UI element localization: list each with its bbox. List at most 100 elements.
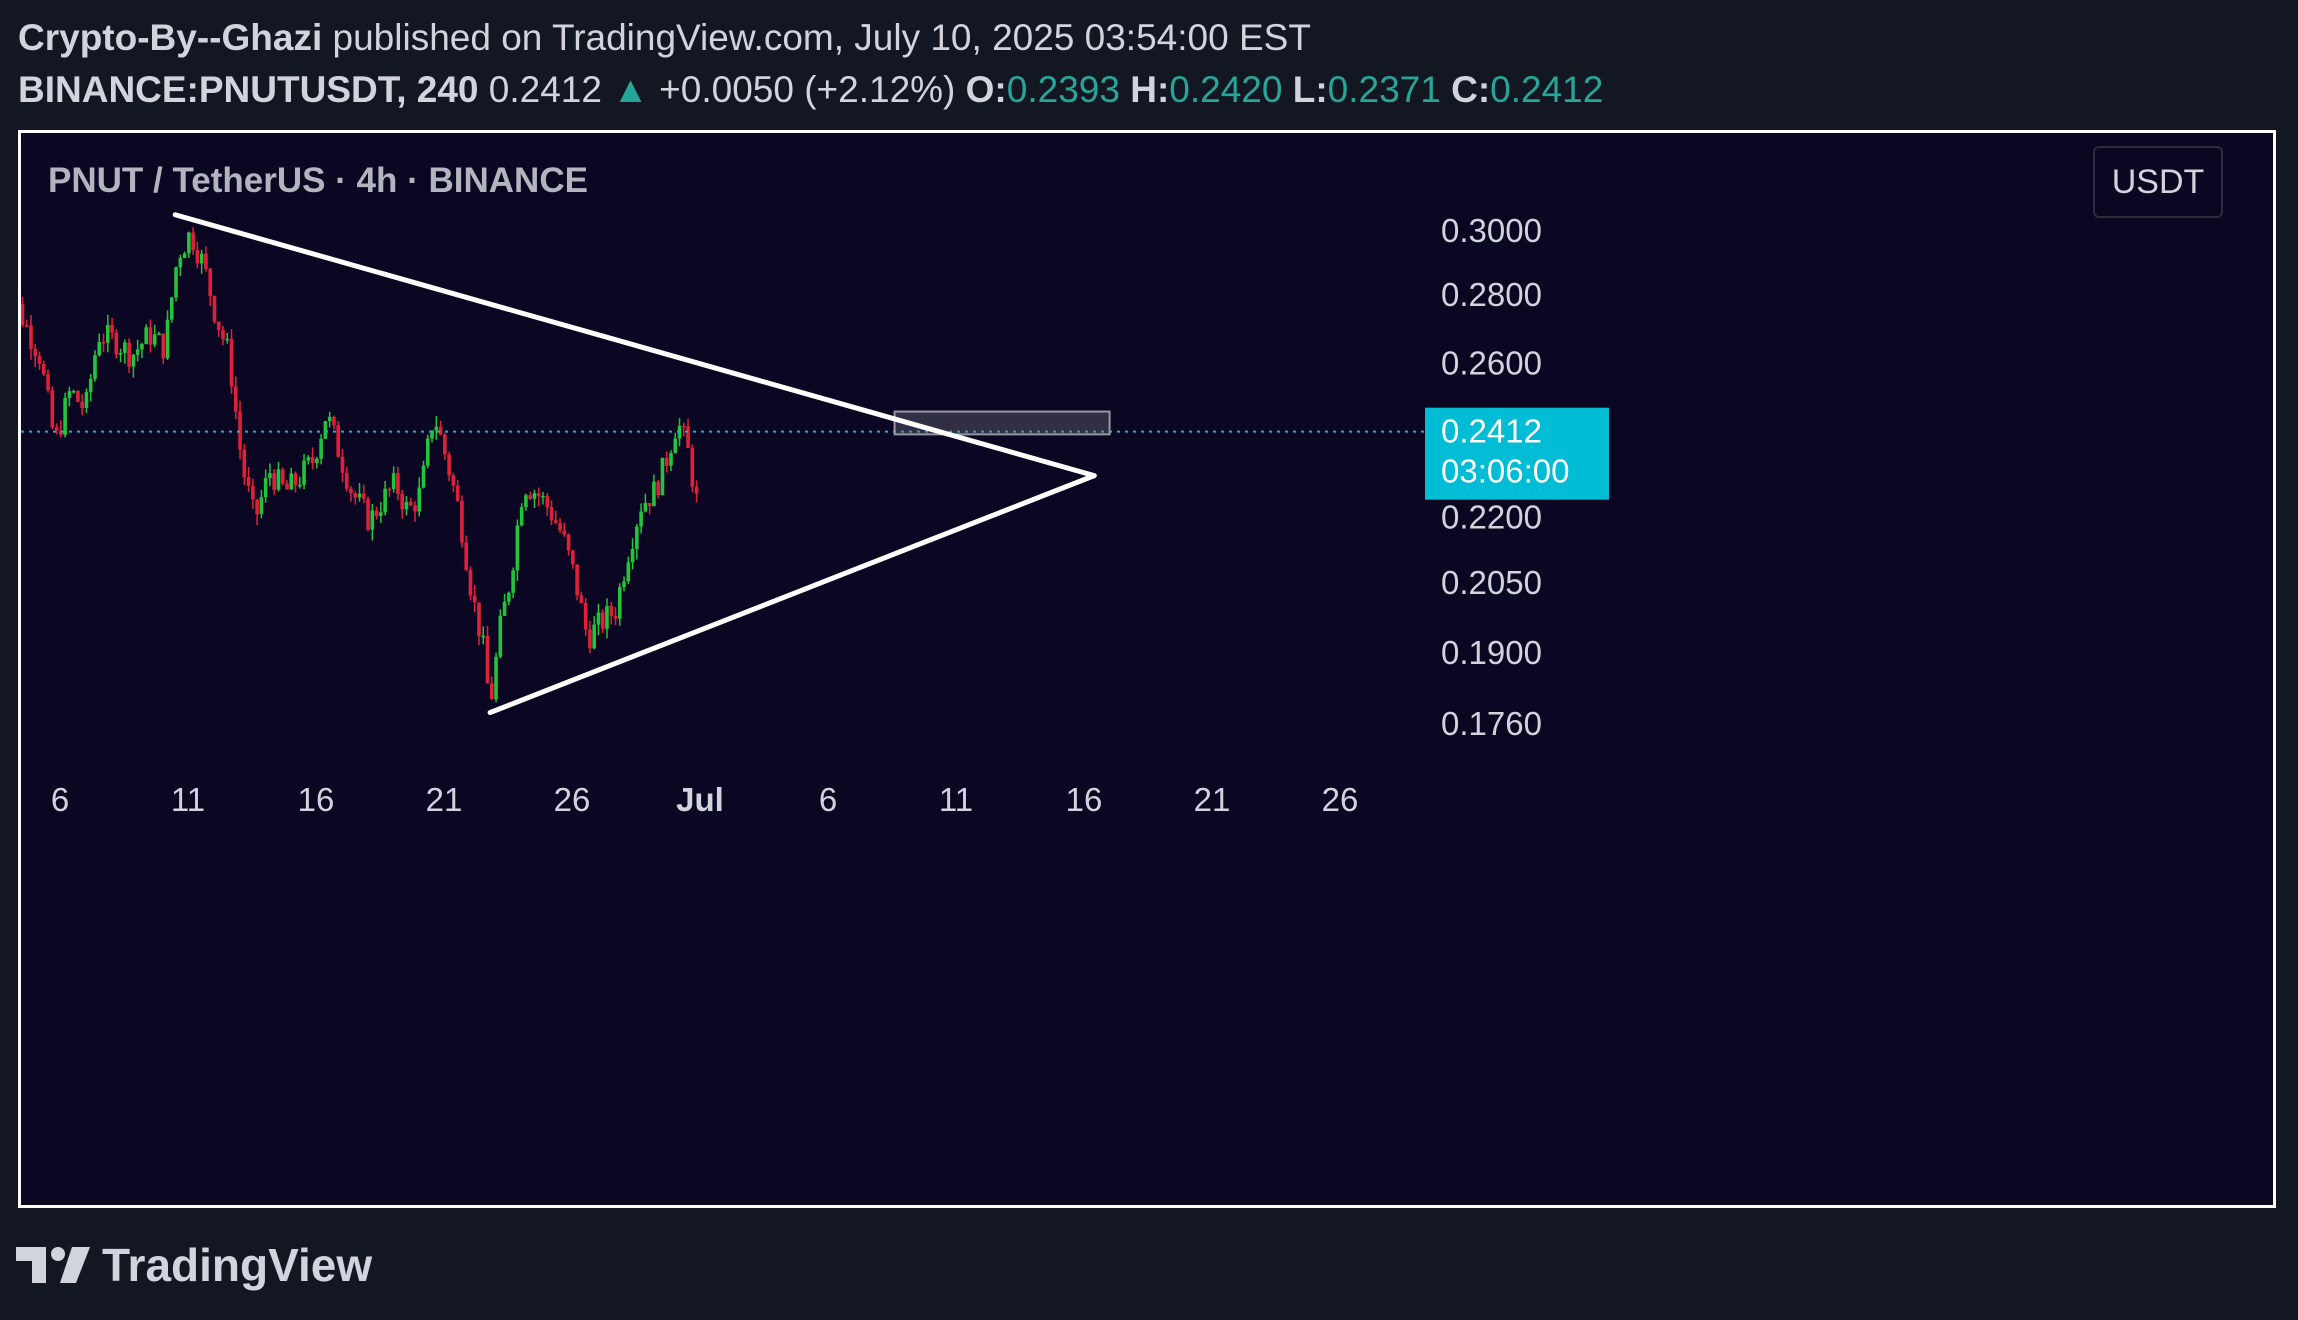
legend-title: PNUT / TetherUS · 4h · BINANCE [48,161,588,200]
candle-body [643,502,648,512]
candle-body [357,493,362,498]
x-tick-label: 21 [426,781,463,818]
author-name[interactable]: Crypto-By--Ghazi [18,17,323,58]
symbol-label: BINANCE:PNUTUSDT, 240 [18,69,479,110]
candle-body [80,401,84,408]
y-tick-label: 0.2050 [1441,564,1542,601]
candle-body [315,458,319,464]
ascending-trendline [487,473,1097,716]
candle-body [558,522,562,531]
candle-body [105,324,110,343]
candle-body [656,481,660,496]
candle-body [280,469,285,484]
candle-body [541,495,545,498]
candle-body [251,485,255,500]
candle-body [622,581,626,588]
price-tag-value: 0.2412 [1441,413,1542,450]
candle-body [67,391,72,398]
candle-body [519,507,524,526]
open-label: O: [965,69,1007,110]
candle-body [652,481,656,507]
open-value: 0.2393 [1006,69,1120,110]
y-tick-label: 0.2200 [1441,499,1542,536]
high-value: 0.2420 [1169,69,1283,110]
candle-body [135,349,140,355]
candle-body [118,352,123,355]
candle-body [178,258,183,268]
candle-body [127,342,131,367]
candle-body [579,595,584,603]
candle-body [600,612,605,629]
candle-body [443,434,447,455]
candle-body [340,456,345,473]
price-chart[interactable]: 0.3000 0.2800 0.2600 0.2200 0.2050 0.1900 0.17… [21,133,2273,1205]
candle-body [195,250,200,264]
candle-body [297,484,302,487]
candle-body [187,232,191,254]
candle-body [114,332,119,355]
candle-body [438,426,443,435]
tradingview-logo-icon[interactable] [16,1245,94,1285]
candle-body [157,333,161,336]
candle-body [460,500,464,543]
candle-body [639,511,643,527]
y-tick-label: 0.2800 [1441,276,1542,313]
candle-body [626,562,631,582]
candle-body [583,602,588,630]
candle-body [97,341,102,356]
symbol-info: BINANCE:PNUTUSDT, 240 0.2412 ▲ +0.0050 (… [18,64,1603,116]
candle-body [319,438,323,459]
candle-body [46,374,50,391]
footer: TradingView [16,1238,372,1292]
candle-body [400,493,404,510]
candle-body [391,473,396,489]
candle-body [361,493,366,499]
candle-body [225,338,230,341]
candle-body [660,457,665,496]
candle-body [229,338,234,387]
x-tick-label: 26 [554,781,591,818]
chart-frame[interactable]: 0.3000 0.2800 0.2600 0.2200 0.2050 0.1900 0.17… [18,130,2276,1208]
candle-body [246,477,251,486]
candle-body [140,344,144,350]
candle-body [669,453,673,466]
candle-body [88,378,93,392]
candle-body [387,488,392,491]
candle-body [430,430,434,439]
candle-body [468,569,473,596]
candle-body [263,478,268,498]
published-text: published on TradingView.com, July 10, 2… [322,17,1311,58]
candle-body [485,635,490,684]
candle-body [310,457,315,464]
candle-body [306,457,311,461]
close-value: 0.2412 [1490,69,1604,110]
candle-body [545,495,550,508]
candle-body [332,416,336,426]
candle-body [498,615,503,657]
candle-body [336,425,340,457]
y-tick-label: 0.3000 [1441,212,1542,249]
candle-body [216,321,221,331]
current-price-tag: 0.2412 03:06:00 [1425,407,1609,500]
candle-body [609,606,614,616]
price-axis: 0.3000 0.2800 0.2600 0.2200 0.2050 0.1900 0.17… [1441,212,1542,742]
candle-body [588,629,592,649]
candle-body [507,592,511,602]
candle-body [571,550,575,565]
tradingview-logo-text[interactable]: TradingView [102,1239,373,1291]
x-tick-label: 16 [1066,781,1103,818]
candle-body [353,493,358,498]
x-tick-label: 11 [939,781,973,818]
candle-body [421,465,426,488]
candle-body [268,473,272,479]
candle-body [41,363,46,375]
candle-body [434,426,439,431]
candle-body [199,253,204,264]
y-tick-label: 0.1900 [1441,634,1542,671]
candle-body [383,488,387,513]
candle-body [481,635,486,638]
candle-body [84,391,89,408]
candle-body [191,232,195,251]
currency-button[interactable]: USDT [2093,146,2223,218]
price-tag-countdown: 03:06:00 [1441,453,1569,490]
